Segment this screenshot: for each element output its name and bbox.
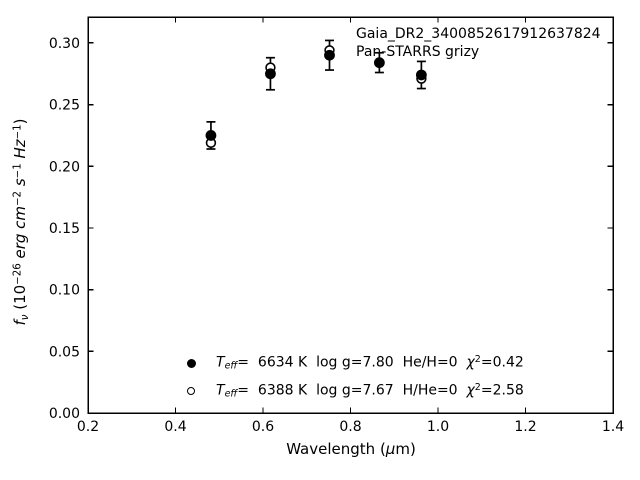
legend-label-open-model: Teff= 6388 K log g=7.67 H/He=0 χ2=2.58 (216, 382, 524, 400)
y-tick-label: 0.25 (49, 98, 80, 114)
open-circle-legend-marker (185, 385, 197, 397)
x-tick-label: 0.4 (164, 419, 186, 435)
survey-bands-annotation: Pan-STARRS grizy (356, 44, 480, 60)
x-tick-label: 1.0 (427, 419, 449, 435)
data-point-filled-circle (205, 130, 217, 141)
data-point-filled-circle (373, 57, 385, 69)
y-tick-label: 0.10 (49, 283, 80, 299)
y-tick-label: 0.30 (49, 36, 80, 52)
x-tick-label: 1.4 (602, 419, 624, 435)
data-point-filled-circle (265, 68, 276, 80)
x-tick-label: 1.2 (514, 419, 536, 435)
x-axis-label: Wavelength (μm) (286, 440, 416, 458)
x-tick-label: 0.2 (77, 419, 99, 435)
y-tick-label: 0.20 (49, 159, 80, 175)
y-tick-label: 0.05 (49, 344, 80, 360)
legend-label-filled-model: Teff= 6634 K log g=7.80 He/H=0 χ2=0.42 (216, 354, 524, 372)
y-tick-label: 0.15 (49, 221, 80, 237)
x-tick-label: 0.8 (339, 419, 361, 435)
x-tick-label: 0.6 (252, 419, 274, 435)
legend-entry-filled-model: Teff= 6634 K log g=7.80 He/H=0 χ2=0.42 (185, 353, 524, 373)
legend-entry-open-model: Teff= 6388 K log g=7.67 H/He=0 χ2=2.58 (185, 381, 524, 401)
data-point-filled-circle (415, 69, 427, 81)
y-tick-label: 0.00 (49, 406, 80, 422)
filled-circle-legend-marker (185, 357, 197, 369)
source-id-annotation: Gaia_DR2_3400852617912637824 (356, 26, 601, 42)
y-axis-label: fν (10−26 erg cm−2 s−1 Hz−1) (11, 118, 31, 326)
data-point-filled-circle (324, 49, 335, 61)
